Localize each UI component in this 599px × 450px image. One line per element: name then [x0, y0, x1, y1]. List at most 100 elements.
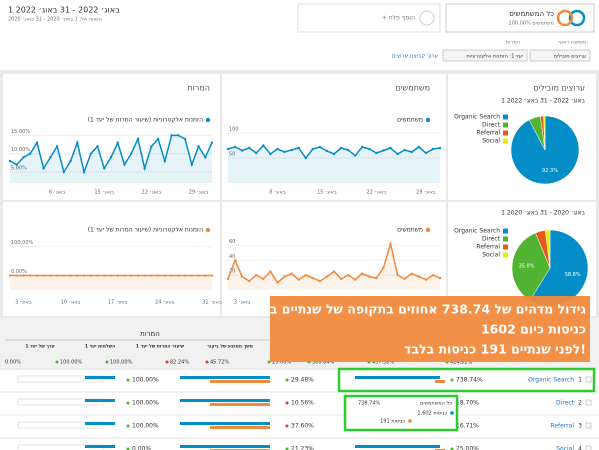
row-index: 1 [578, 377, 582, 384]
point [410, 272, 413, 275]
row-label[interactable]: Referral [550, 423, 574, 430]
point [42, 167, 45, 170]
area [10, 275, 212, 290]
point [290, 272, 293, 275]
point [226, 277, 230, 281]
point [197, 145, 200, 148]
point [96, 274, 99, 277]
y-tick-label: 15.00% [11, 129, 30, 135]
row-checkbox[interactable] [585, 399, 592, 406]
total-cell: 82.24% [170, 360, 189, 366]
point [136, 137, 140, 141]
trend-dot [126, 424, 130, 428]
point [233, 145, 237, 149]
legend-label: Social [482, 252, 500, 259]
x-tick-label: 15 באוג׳ [94, 190, 114, 196]
legend-label: Direct [482, 236, 501, 243]
point [143, 167, 146, 170]
row-bar [85, 376, 115, 379]
edit-link[interactable]: ערוך קבוצת ערוצים [392, 54, 438, 60]
point [339, 146, 343, 150]
x-tick-label: 8 באוג׳ [269, 190, 286, 196]
point [438, 276, 442, 280]
point [150, 274, 153, 277]
point [143, 274, 146, 277]
point [204, 274, 207, 277]
row-checkbox[interactable] [585, 445, 592, 450]
row-label[interactable]: Organic Search [528, 377, 574, 384]
table-group: המרות [140, 330, 160, 338]
x-tick-label: 29 באוג׳ [416, 190, 436, 196]
point [403, 148, 406, 152]
point [424, 151, 428, 155]
point [15, 274, 18, 277]
point [410, 150, 413, 154]
legend-label: משתמשים [397, 227, 423, 234]
panel-title: המרות [187, 84, 210, 93]
cell: 29.48% [291, 377, 314, 384]
point [55, 145, 59, 148]
x-tick-label: 3 באוג׳ [234, 300, 251, 306]
row-checkbox[interactable] [585, 422, 592, 429]
point [96, 145, 99, 148]
annotation-line: 1602 כניסות כיום [481, 322, 586, 337]
point [226, 147, 230, 151]
point [69, 159, 72, 163]
dimension-value: ערוצים מובילים [554, 54, 586, 60]
row-label[interactable]: Social [556, 446, 574, 450]
row-label[interactable]: Direct [556, 400, 575, 407]
point [262, 277, 265, 281]
pie-date: 1 באוג׳ 2022 - 31 באוג׳ 2022 [501, 98, 585, 105]
panel [222, 74, 446, 200]
x-tick-label: 22 באוג׳ [367, 190, 387, 196]
cell: 37.60% [291, 423, 314, 430]
legend-dot [205, 227, 211, 233]
legend-label: Referral [476, 244, 500, 251]
point [42, 274, 45, 277]
row-checkbox[interactable] [585, 376, 592, 383]
cell: 16.71% [456, 423, 479, 430]
row-bar [85, 399, 115, 402]
point [190, 163, 193, 166]
column-header: ערך של יעד 1 [25, 344, 54, 350]
point [361, 145, 364, 149]
segment-icon [568, 9, 586, 27]
pie-date: 1 באוג׳ 2020 - 31 באוג׳ 2020 [501, 210, 585, 217]
legend-label: Organic Search [454, 228, 500, 235]
point [89, 152, 93, 155]
conversions-label: המרות [506, 40, 520, 46]
point [233, 259, 237, 262]
date-range[interactable]: 1 באוג׳ 2022 - 31 באוג׳ 2022 [8, 6, 120, 15]
point [389, 146, 392, 150]
point [49, 274, 52, 277]
dimension-select[interactable] [529, 49, 591, 62]
point [130, 152, 133, 155]
point [183, 274, 187, 277]
row-index: 2 [578, 400, 582, 407]
column-header: השלמות יעד 1 [85, 344, 115, 350]
add-segment[interactable] [297, 3, 441, 33]
x-tick-label: 31 באוג׳ [202, 300, 222, 306]
trend-dot [285, 424, 289, 428]
slice-label: 92.3% [542, 168, 558, 174]
segment-sub: 100.00% משתמשים [509, 21, 554, 27]
segment-name: כל המשתמשים [509, 10, 554, 18]
point [389, 242, 392, 246]
row-index: 3 [578, 423, 582, 430]
trend-dot [126, 378, 130, 382]
y-tick-label: 10.00% [11, 147, 30, 153]
point [204, 156, 207, 159]
point [69, 274, 72, 277]
point [170, 274, 173, 277]
point [89, 274, 93, 277]
tooltip-highlight [343, 394, 459, 432]
point [136, 274, 140, 277]
pie-slice [511, 232, 551, 301]
area [228, 145, 440, 183]
goal-select[interactable] [442, 49, 528, 62]
row-bar [180, 445, 270, 448]
point [35, 274, 39, 277]
legend-label: Organic Search [454, 114, 500, 121]
point [375, 276, 378, 280]
panel-title: ערוצים מובילים [533, 84, 585, 93]
